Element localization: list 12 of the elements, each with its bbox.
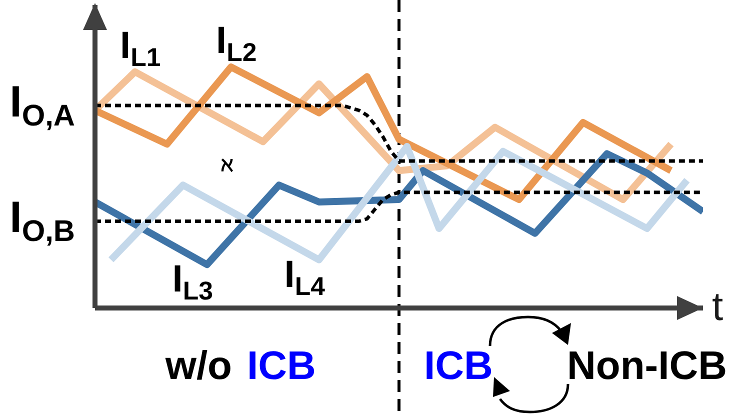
text: ICB xyxy=(424,344,493,388)
series-label: I$_{L2}$ xyxy=(216,20,257,67)
series-label: I$_{L1}$ xyxy=(120,24,161,72)
text: ICB xyxy=(247,344,316,388)
text: Non-ICB xyxy=(567,344,727,388)
series-label: I$_{O,A}$ xyxy=(10,78,75,133)
annotation: ℵ xyxy=(221,154,234,176)
series-label: I$_{O,B}$ xyxy=(10,193,75,248)
x-axis-title: t xyxy=(712,285,724,329)
series-label: I$_{L3}$ xyxy=(172,258,213,306)
series-label: I$_{L4}$ xyxy=(284,254,326,301)
text: w/o xyxy=(164,344,232,388)
